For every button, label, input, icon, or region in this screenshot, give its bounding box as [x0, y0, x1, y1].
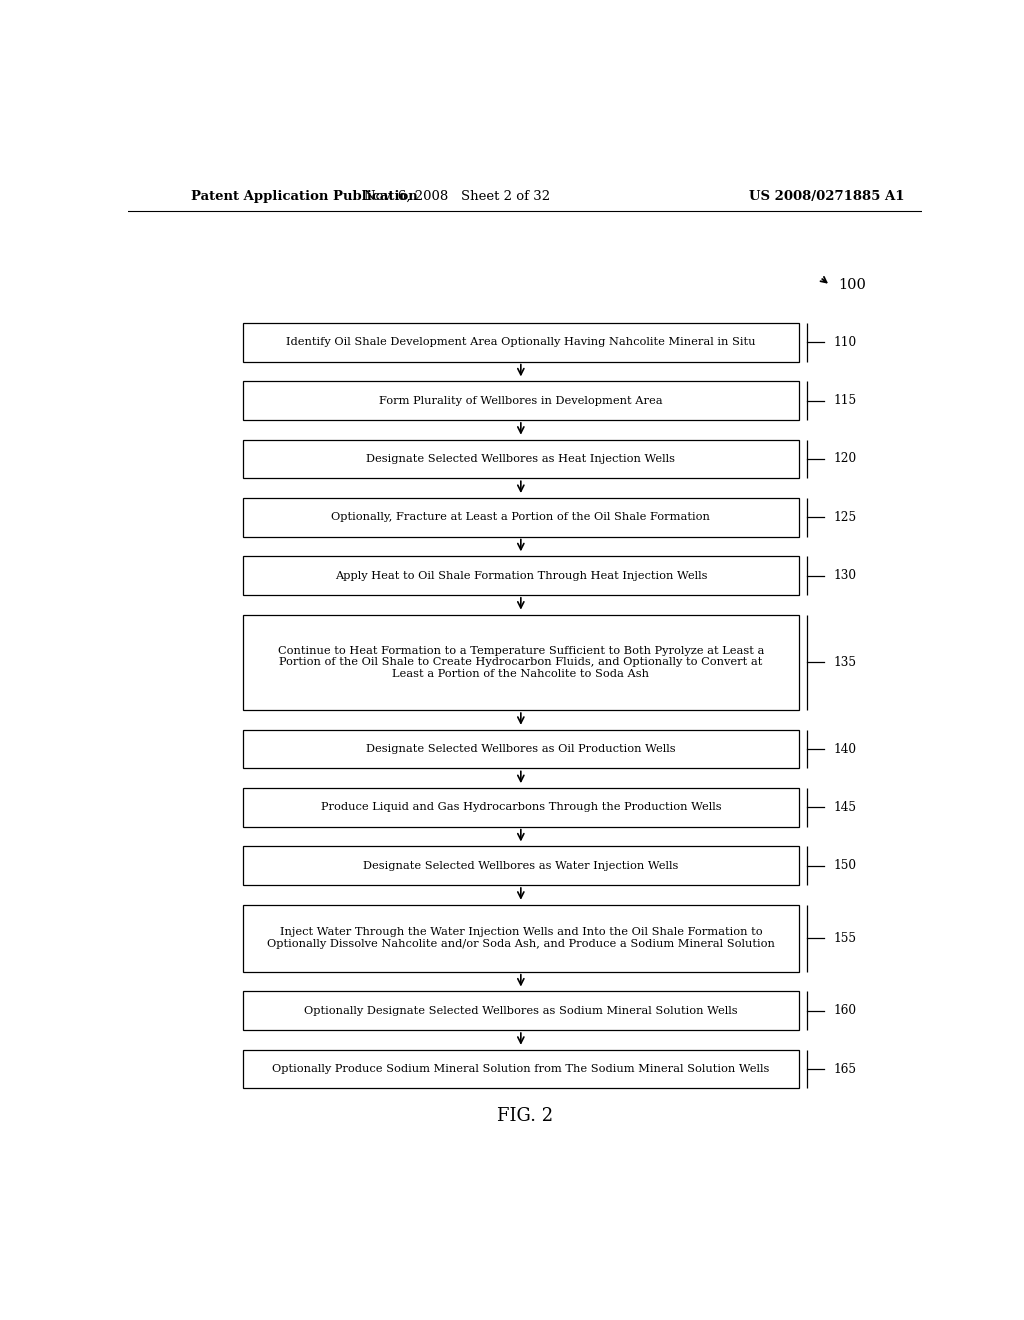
FancyBboxPatch shape [243, 846, 799, 884]
Text: 145: 145 [834, 801, 856, 814]
FancyBboxPatch shape [243, 498, 799, 537]
FancyBboxPatch shape [243, 323, 799, 362]
Text: Apply Heat to Oil Shale Formation Through Heat Injection Wells: Apply Heat to Oil Shale Formation Throug… [335, 570, 708, 581]
Text: 100: 100 [839, 279, 866, 293]
Text: Nov. 6, 2008   Sheet 2 of 32: Nov. 6, 2008 Sheet 2 of 32 [365, 190, 551, 202]
Text: Form Plurality of Wellbores in Development Area: Form Plurality of Wellbores in Developme… [379, 396, 663, 405]
Text: 120: 120 [834, 453, 857, 466]
Text: Designate Selected Wellbores as Water Injection Wells: Designate Selected Wellbores as Water In… [364, 861, 679, 871]
Text: Designate Selected Wellbores as Oil Production Wells: Designate Selected Wellbores as Oil Prod… [366, 744, 676, 754]
Text: Designate Selected Wellbores as Heat Injection Wells: Designate Selected Wellbores as Heat Inj… [367, 454, 676, 463]
Text: Produce Liquid and Gas Hydrocarbons Through the Production Wells: Produce Liquid and Gas Hydrocarbons Thro… [321, 803, 721, 812]
Text: 140: 140 [834, 743, 856, 755]
FancyBboxPatch shape [243, 904, 799, 972]
Text: 160: 160 [834, 1005, 856, 1018]
Text: 135: 135 [834, 656, 856, 669]
Text: Optionally Produce Sodium Mineral Solution from The Sodium Mineral Solution Well: Optionally Produce Sodium Mineral Soluti… [272, 1064, 769, 1074]
Text: 165: 165 [834, 1063, 856, 1076]
FancyBboxPatch shape [243, 381, 799, 420]
Text: 110: 110 [834, 335, 857, 348]
Text: 115: 115 [834, 395, 857, 407]
FancyBboxPatch shape [243, 440, 799, 478]
Text: 130: 130 [834, 569, 856, 582]
Text: Patent Application Publication: Patent Application Publication [191, 190, 418, 202]
FancyBboxPatch shape [243, 788, 799, 826]
Text: 155: 155 [834, 932, 856, 945]
Text: Continue to Heat Formation to a Temperature Sufficient to Both Pyrolyze at Least: Continue to Heat Formation to a Temperat… [278, 645, 764, 678]
FancyBboxPatch shape [243, 615, 799, 710]
FancyBboxPatch shape [243, 1049, 799, 1089]
Text: FIG. 2: FIG. 2 [497, 1107, 553, 1125]
FancyBboxPatch shape [243, 730, 799, 768]
FancyBboxPatch shape [243, 556, 799, 595]
Text: 125: 125 [834, 511, 857, 524]
Text: Optionally, Fracture at Least a Portion of the Oil Shale Formation: Optionally, Fracture at Least a Portion … [332, 512, 711, 523]
Text: 150: 150 [834, 859, 856, 873]
FancyBboxPatch shape [243, 991, 799, 1030]
Text: Identify Oil Shale Development Area Optionally Having Nahcolite Mineral in Situ: Identify Oil Shale Development Area Opti… [286, 338, 756, 347]
Text: US 2008/0271885 A1: US 2008/0271885 A1 [749, 190, 904, 202]
Text: Inject Water Through the Water Injection Wells and Into the Oil Shale Formation : Inject Water Through the Water Injection… [267, 928, 775, 949]
Text: Optionally Designate Selected Wellbores as Sodium Mineral Solution Wells: Optionally Designate Selected Wellbores … [304, 1006, 737, 1016]
